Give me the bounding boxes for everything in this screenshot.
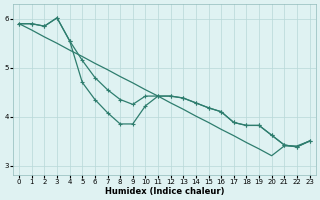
X-axis label: Humidex (Indice chaleur): Humidex (Indice chaleur): [105, 187, 224, 196]
